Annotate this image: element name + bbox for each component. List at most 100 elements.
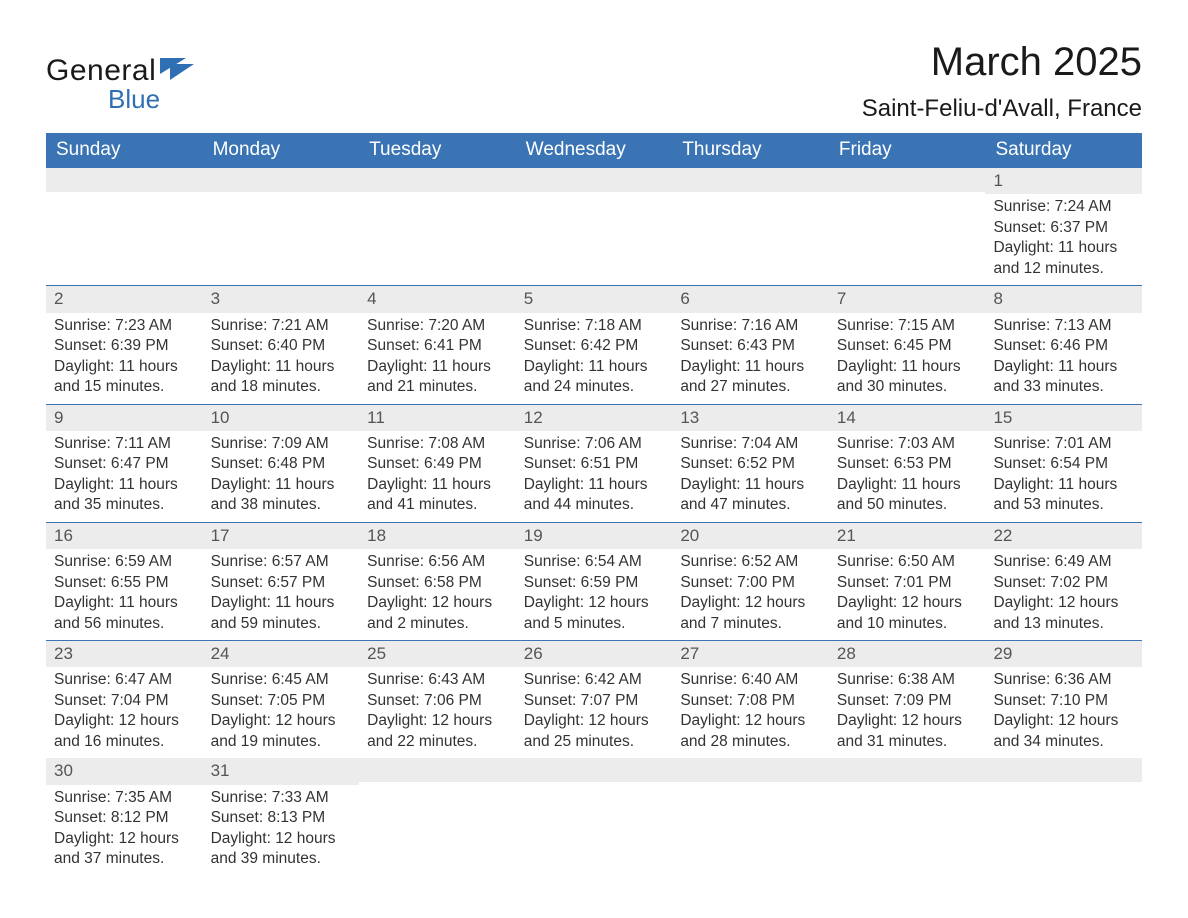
empty-daynum-bar bbox=[359, 758, 516, 782]
sunrise-line: Sunrise: 6:40 AM bbox=[680, 670, 821, 690]
day-cell: 5Sunrise: 7:18 AMSunset: 6:42 PMDaylight… bbox=[516, 286, 673, 403]
day-cell: 20Sunrise: 6:52 AMSunset: 7:00 PMDayligh… bbox=[672, 523, 829, 640]
day-number: 22 bbox=[985, 523, 1142, 549]
day-number: 17 bbox=[203, 523, 360, 549]
sunset-line: Sunset: 6:40 PM bbox=[211, 336, 352, 356]
sunset-line: Sunset: 6:57 PM bbox=[211, 573, 352, 593]
daylight-line-2: and 44 minutes. bbox=[524, 495, 665, 515]
daylight-line-1: Daylight: 11 hours bbox=[837, 357, 978, 377]
daylight-line-1: Daylight: 11 hours bbox=[837, 475, 978, 495]
empty-daynum-bar bbox=[516, 168, 673, 192]
sunset-line: Sunset: 7:01 PM bbox=[837, 573, 978, 593]
calendar: SundayMondayTuesdayWednesdayThursdayFrid… bbox=[46, 133, 1142, 876]
daylight-line-1: Daylight: 12 hours bbox=[993, 711, 1134, 731]
sunrise-line: Sunrise: 7:13 AM bbox=[993, 316, 1134, 336]
day-number: 15 bbox=[985, 405, 1142, 431]
sunset-line: Sunset: 7:10 PM bbox=[993, 691, 1134, 711]
daylight-line-1: Daylight: 12 hours bbox=[367, 593, 508, 613]
sunrise-line: Sunrise: 7:33 AM bbox=[211, 788, 352, 808]
empty-daynum-bar bbox=[672, 758, 829, 782]
sunset-line: Sunset: 7:08 PM bbox=[680, 691, 821, 711]
day-number: 12 bbox=[516, 405, 673, 431]
week-row: 23Sunrise: 6:47 AMSunset: 7:04 PMDayligh… bbox=[46, 640, 1142, 758]
day-header-cell: Saturday bbox=[985, 133, 1142, 167]
sunset-line: Sunset: 6:53 PM bbox=[837, 454, 978, 474]
sunrise-line: Sunrise: 7:16 AM bbox=[680, 316, 821, 336]
daylight-line-1: Daylight: 12 hours bbox=[54, 711, 195, 731]
daylight-line-2: and 13 minutes. bbox=[993, 614, 1134, 634]
day-number: 14 bbox=[829, 405, 986, 431]
brand-flag-icon bbox=[160, 58, 194, 85]
day-number: 21 bbox=[829, 523, 986, 549]
daylight-line-1: Daylight: 11 hours bbox=[993, 475, 1134, 495]
sunrise-line: Sunrise: 6:54 AM bbox=[524, 552, 665, 572]
daylight-line-2: and 25 minutes. bbox=[524, 732, 665, 752]
day-cell: 19Sunrise: 6:54 AMSunset: 6:59 PMDayligh… bbox=[516, 523, 673, 640]
day-cell: 23Sunrise: 6:47 AMSunset: 7:04 PMDayligh… bbox=[46, 641, 203, 758]
day-header-cell: Friday bbox=[829, 133, 986, 167]
sunrise-line: Sunrise: 7:24 AM bbox=[993, 197, 1134, 217]
day-cell bbox=[672, 168, 829, 285]
day-number: 3 bbox=[203, 286, 360, 312]
daylight-line-2: and 41 minutes. bbox=[367, 495, 508, 515]
daylight-line-2: and 33 minutes. bbox=[993, 377, 1134, 397]
day-cell: 4Sunrise: 7:20 AMSunset: 6:41 PMDaylight… bbox=[359, 286, 516, 403]
day-cell: 11Sunrise: 7:08 AMSunset: 6:49 PMDayligh… bbox=[359, 405, 516, 522]
week-row: 30Sunrise: 7:35 AMSunset: 8:12 PMDayligh… bbox=[46, 758, 1142, 875]
sunset-line: Sunset: 6:58 PM bbox=[367, 573, 508, 593]
daylight-line-2: and 35 minutes. bbox=[54, 495, 195, 515]
day-cell: 28Sunrise: 6:38 AMSunset: 7:09 PMDayligh… bbox=[829, 641, 986, 758]
day-cell: 30Sunrise: 7:35 AMSunset: 8:12 PMDayligh… bbox=[46, 758, 203, 875]
daylight-line-2: and 50 minutes. bbox=[837, 495, 978, 515]
day-number: 31 bbox=[203, 758, 360, 784]
sunset-line: Sunset: 6:42 PM bbox=[524, 336, 665, 356]
day-number: 26 bbox=[516, 641, 673, 667]
daylight-line-2: and 24 minutes. bbox=[524, 377, 665, 397]
daylight-line-2: and 18 minutes. bbox=[211, 377, 352, 397]
week-row: 2Sunrise: 7:23 AMSunset: 6:39 PMDaylight… bbox=[46, 285, 1142, 403]
day-cell: 3Sunrise: 7:21 AMSunset: 6:40 PMDaylight… bbox=[203, 286, 360, 403]
daylight-line-1: Daylight: 12 hours bbox=[993, 593, 1134, 613]
day-cell: 14Sunrise: 7:03 AMSunset: 6:53 PMDayligh… bbox=[829, 405, 986, 522]
sunrise-line: Sunrise: 6:49 AM bbox=[993, 552, 1134, 572]
brand-logo: General Blue bbox=[46, 54, 194, 115]
sunset-line: Sunset: 6:48 PM bbox=[211, 454, 352, 474]
day-number: 1 bbox=[985, 168, 1142, 194]
daylight-line-2: and 59 minutes. bbox=[211, 614, 352, 634]
day-cell bbox=[46, 168, 203, 285]
day-header-row: SundayMondayTuesdayWednesdayThursdayFrid… bbox=[46, 133, 1142, 167]
sunrise-line: Sunrise: 6:50 AM bbox=[837, 552, 978, 572]
empty-daynum-bar bbox=[516, 758, 673, 782]
day-cell: 2Sunrise: 7:23 AMSunset: 6:39 PMDaylight… bbox=[46, 286, 203, 403]
daylight-line-1: Daylight: 12 hours bbox=[367, 711, 508, 731]
sunset-line: Sunset: 6:49 PM bbox=[367, 454, 508, 474]
daylight-line-2: and 19 minutes. bbox=[211, 732, 352, 752]
day-cell: 1Sunrise: 7:24 AMSunset: 6:37 PMDaylight… bbox=[985, 168, 1142, 285]
day-cell: 12Sunrise: 7:06 AMSunset: 6:51 PMDayligh… bbox=[516, 405, 673, 522]
daylight-line-2: and 37 minutes. bbox=[54, 849, 195, 869]
daylight-line-1: Daylight: 11 hours bbox=[367, 475, 508, 495]
sunrise-line: Sunrise: 6:59 AM bbox=[54, 552, 195, 572]
day-number: 13 bbox=[672, 405, 829, 431]
day-cell: 10Sunrise: 7:09 AMSunset: 6:48 PMDayligh… bbox=[203, 405, 360, 522]
daylight-line-2: and 31 minutes. bbox=[837, 732, 978, 752]
daylight-line-2: and 16 minutes. bbox=[54, 732, 195, 752]
sunrise-line: Sunrise: 6:43 AM bbox=[367, 670, 508, 690]
daylight-line-1: Daylight: 12 hours bbox=[54, 829, 195, 849]
daylight-line-2: and 30 minutes. bbox=[837, 377, 978, 397]
sunrise-line: Sunrise: 7:15 AM bbox=[837, 316, 978, 336]
daylight-line-1: Daylight: 11 hours bbox=[993, 238, 1134, 258]
daylight-line-1: Daylight: 11 hours bbox=[211, 475, 352, 495]
title-block: March 2025 Saint-Feliu-d'Avall, France bbox=[862, 40, 1142, 123]
day-cell: 29Sunrise: 6:36 AMSunset: 7:10 PMDayligh… bbox=[985, 641, 1142, 758]
location: Saint-Feliu-d'Avall, France bbox=[862, 95, 1142, 123]
day-cell: 6Sunrise: 7:16 AMSunset: 6:43 PMDaylight… bbox=[672, 286, 829, 403]
sunrise-line: Sunrise: 7:35 AM bbox=[54, 788, 195, 808]
day-number: 29 bbox=[985, 641, 1142, 667]
month-title: March 2025 bbox=[862, 40, 1142, 85]
day-number: 9 bbox=[46, 405, 203, 431]
day-cell bbox=[672, 758, 829, 875]
sunrise-line: Sunrise: 6:38 AM bbox=[837, 670, 978, 690]
daylight-line-1: Daylight: 11 hours bbox=[524, 475, 665, 495]
daylight-line-2: and 12 minutes. bbox=[993, 259, 1134, 279]
